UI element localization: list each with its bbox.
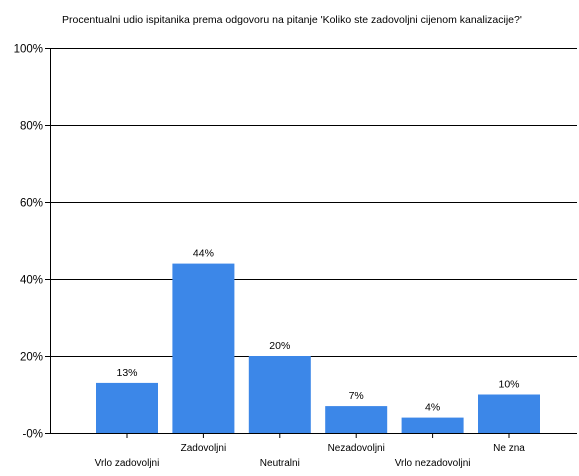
- x-tick-label: Vrlo nezadovoljni: [395, 458, 471, 469]
- x-tick-label: Nezadovoljni: [328, 443, 385, 454]
- data-label: 7%: [349, 390, 364, 402]
- y-tick-label: 20%: [20, 352, 43, 364]
- data-label: 20%: [269, 340, 290, 352]
- x-tick-label: Ne zna: [493, 443, 525, 454]
- bar: [172, 263, 235, 433]
- data-label: 13%: [116, 367, 137, 379]
- data-label: 10%: [498, 379, 519, 391]
- bar-layer: [96, 263, 540, 433]
- data-label: 44%: [193, 248, 214, 260]
- bar: [96, 382, 158, 433]
- y-tick-label: 100%: [14, 44, 43, 56]
- bar: [325, 406, 388, 433]
- bar: [478, 394, 540, 433]
- x-tick-label: Neutralni: [260, 458, 300, 469]
- x-tick-label: Vrlo zadovoljni: [95, 458, 160, 469]
- y-tick-label: -0%: [23, 429, 43, 441]
- y-tick-label: 40%: [20, 275, 43, 287]
- y-tick-label: 60%: [20, 198, 43, 210]
- data-label: 4%: [425, 402, 440, 414]
- y-tick-label: 80%: [20, 121, 43, 133]
- bar: [401, 417, 464, 433]
- chart-title: Procentualni udio ispitanika prema odgov…: [62, 14, 522, 26]
- label-layer: 13% Vrlo zadovoljni 44% Zadovoljni 20% Neutra…: [95, 248, 526, 469]
- bar: [248, 356, 311, 433]
- x-tick-label: Zadovoljni: [181, 443, 227, 454]
- grid-layer: [50, 48, 577, 357]
- axis-layer: -0% 20% 40% 60% 80% 100%: [14, 44, 577, 441]
